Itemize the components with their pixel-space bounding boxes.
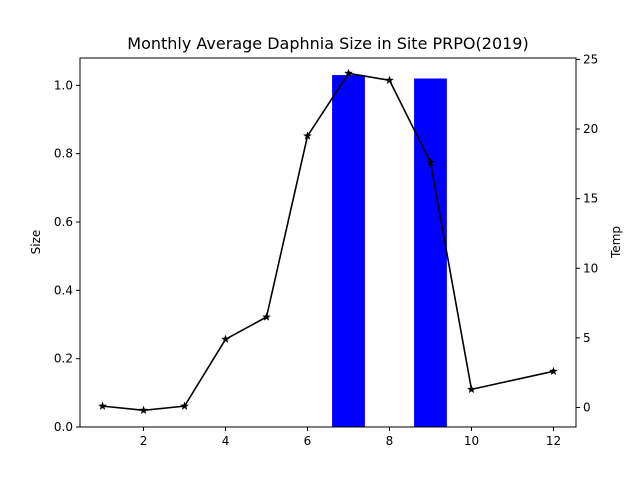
y-axis-right: 0 5 10 15 20 25 — [576, 52, 598, 415]
y-left-tick-label: 0.0 — [54, 420, 73, 434]
x-tick-label: 6 — [304, 434, 312, 448]
y-axis-right-label: Temp — [609, 226, 623, 259]
temp-point-month-12 — [549, 366, 558, 376]
x-tick-label: 2 — [140, 434, 148, 448]
y-right-tick-label: 5 — [583, 331, 591, 345]
temp-point-month-1 — [98, 401, 107, 410]
temp-point-month-9 — [426, 157, 435, 167]
temp-point-month-8 — [385, 75, 394, 84]
y-left-tick-label: 0.8 — [54, 147, 73, 161]
temp-line — [102, 72, 554, 412]
y-left-tick-label: 0.4 — [54, 283, 73, 297]
y-left-tick-label: 1.0 — [54, 78, 73, 92]
bar-series — [332, 75, 447, 427]
x-tick-label: 10 — [464, 434, 479, 448]
x-tick-label: 4 — [222, 434, 230, 448]
temp-point-month-2 — [139, 405, 148, 415]
x-tick-label: 12 — [546, 434, 561, 448]
temp-point-month-3 — [180, 401, 189, 410]
temp-point-month-6 — [303, 131, 312, 140]
y-left-tick-label: 0.6 — [54, 215, 73, 229]
line-series — [98, 68, 558, 415]
y-right-tick-label: 15 — [583, 192, 598, 206]
y-right-tick-label: 0 — [583, 401, 591, 415]
y-left-tick-label: 0.2 — [54, 352, 73, 366]
y-axis-left: 0.0 0.2 0.4 0.6 0.8 1.0 — [54, 78, 80, 434]
bar-month-9 — [414, 78, 447, 427]
temp-point-month-10 — [467, 384, 476, 394]
plot-frame — [79, 57, 577, 428]
temp-point-month-5 — [262, 312, 271, 321]
x-tick-label: 8 — [386, 434, 394, 448]
y-axis-left-label: Size — [29, 230, 43, 255]
temp-point-month-4 — [221, 334, 230, 343]
y-right-tick-label: 10 — [583, 261, 598, 275]
bar-month-7 — [332, 75, 365, 427]
y-right-tick-label: 25 — [583, 52, 598, 66]
y-right-tick-label: 20 — [583, 122, 598, 136]
temp-point-month-7 — [344, 68, 353, 78]
chart-title: Monthly Average Daphnia Size in Site PRP… — [127, 34, 528, 53]
x-axis: 2 4 6 8 10 12 — [140, 427, 561, 448]
